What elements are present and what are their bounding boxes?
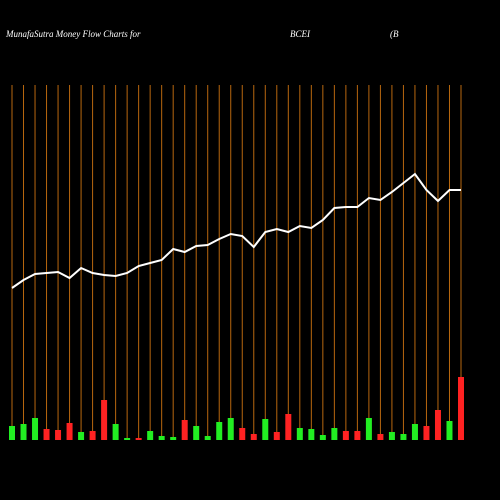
flow-bar (342, 431, 349, 440)
flow-bar (296, 428, 303, 440)
flow-bar (181, 420, 188, 440)
flow-bar (400, 434, 407, 440)
flow-bar (55, 430, 62, 440)
flow-bar (32, 418, 39, 440)
flow-bar (354, 431, 361, 440)
flow-bar (388, 432, 395, 440)
company-name: (B (390, 29, 399, 39)
flow-bar (227, 418, 234, 440)
flow-bar (411, 424, 418, 440)
symbol: BCEI (290, 29, 311, 39)
flow-bar (20, 424, 27, 440)
price-line (11, 172, 461, 289)
flow-bar (239, 428, 246, 440)
flow-bar (365, 418, 372, 440)
flow-bar (204, 436, 211, 440)
flow-bar (319, 435, 326, 440)
flow-bar (423, 426, 430, 440)
flow-bar (158, 436, 165, 440)
flow-bar (112, 424, 119, 440)
flow-bar (147, 431, 154, 440)
flow-bar (250, 434, 257, 440)
flow-bar (331, 428, 338, 440)
flow-bar (308, 429, 315, 440)
flow-bar (434, 410, 441, 440)
flow-bar (458, 377, 464, 440)
flow-bar (101, 400, 108, 440)
flow-bar (446, 421, 453, 440)
flow-bar (89, 431, 96, 440)
flow-bar (377, 434, 384, 440)
flow-bar (262, 419, 269, 440)
flow-bar (273, 432, 280, 440)
flow-bar (170, 437, 177, 440)
flow-bar (285, 414, 292, 440)
flow-bar (66, 423, 73, 440)
flow-bar (43, 429, 50, 440)
flow-bar (9, 426, 15, 440)
flow-bar (78, 432, 85, 440)
chart-title: MunafaSutra Money Flow Charts for (5, 29, 141, 39)
flow-bar (216, 422, 223, 440)
flow-bar (135, 438, 142, 440)
flow-bar (124, 438, 131, 440)
flow-bar (193, 426, 200, 440)
